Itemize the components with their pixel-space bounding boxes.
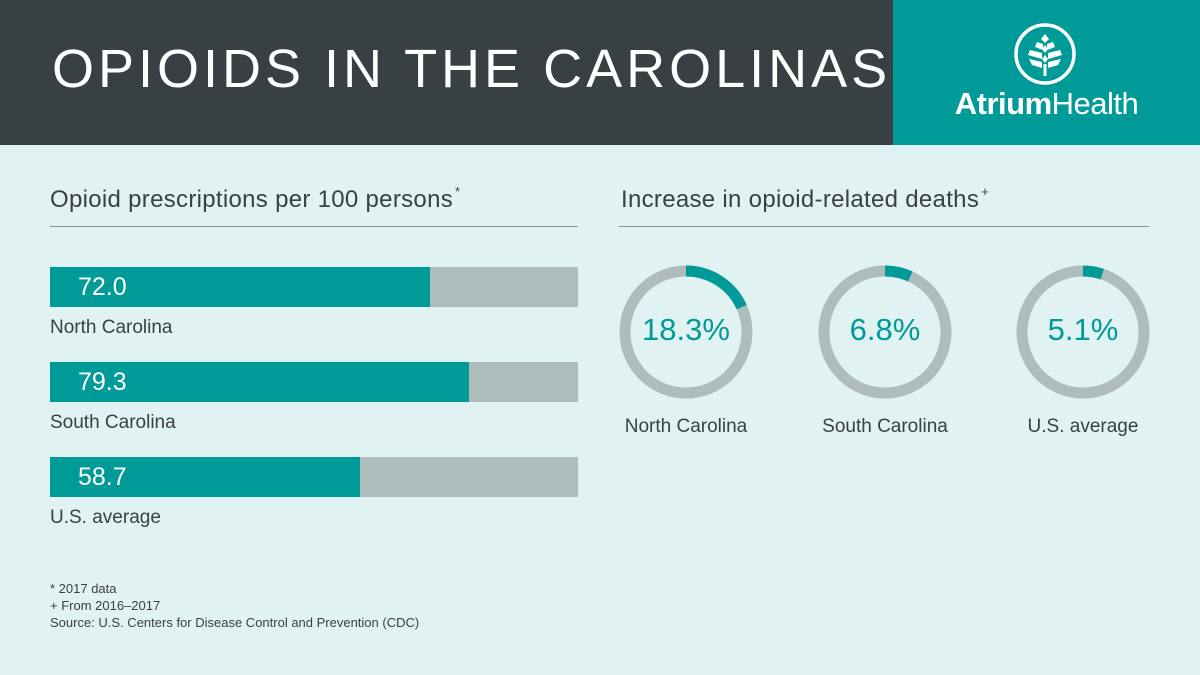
footnote-source: Source: U.S. Centers for Disease Control… (50, 615, 420, 630)
tree-leaf-icon (1014, 23, 1076, 85)
brand-name-bold: Atrium (954, 86, 1052, 121)
title-band: OPIOIDS IN THE CAROLINAS (0, 0, 893, 145)
donut-value-label: 5.1% (1047, 312, 1119, 347)
footnotes: * 2017 data + From 2016–2017 Source: U.S… (50, 580, 419, 631)
bar: 58.7 (50, 457, 360, 497)
bar-category-label: U.S. average (50, 507, 161, 528)
prescriptions-title-text: Opioid prescriptions per 100 persons (50, 186, 454, 213)
deaths-title: Increase in opioid-related deaths + (621, 184, 990, 214)
bar: 79.3 (50, 362, 469, 402)
bar-track: 79.3 (50, 362, 578, 402)
bar-value-label: 72.0 (78, 273, 127, 301)
bar-value-label: 58.7 (78, 463, 127, 491)
header: OPIOIDS IN THE CAROLINAS AtriumHealth (0, 0, 1200, 145)
footnote-period: + From 2016–2017 (50, 598, 161, 613)
bar-value-label: 79.3 (78, 368, 127, 396)
bar: 72.0 (50, 267, 430, 307)
donut-category-label: North Carolina (624, 416, 748, 437)
donut-value-label: 18.3% (642, 312, 730, 347)
donut-category-label: U.S. average (1027, 416, 1139, 437)
donut-svg (619, 265, 753, 399)
donut-value-label: 6.8% (849, 312, 921, 347)
bar-track: 58.7 (50, 457, 578, 497)
donut-category-label: South Carolina (822, 416, 948, 437)
donut-svg (818, 265, 952, 399)
prescriptions-divider (50, 226, 578, 227)
donut-slice (619, 265, 753, 399)
footnote-data-year: * 2017 data (50, 581, 117, 596)
donut-svg (1016, 265, 1150, 399)
deaths-divider (619, 226, 1149, 227)
brand-name: AtriumHealth (893, 86, 1200, 122)
donut-slice (818, 265, 952, 399)
bar-category-label: North Carolina (50, 317, 173, 338)
donut-slice (1016, 265, 1150, 399)
brand-name-regular: Health (1051, 86, 1139, 121)
donut-chart: 5.1% (1015, 264, 1151, 400)
donut-chart: 18.3% (618, 264, 754, 400)
deaths-title-text: Increase in opioid-related deaths (621, 186, 980, 213)
brand-logo: AtriumHealth (893, 0, 1200, 145)
bar-category-label: South Carolina (50, 412, 176, 433)
bar-track: 72.0 (50, 267, 578, 307)
page-title: OPIOIDS IN THE CAROLINAS (52, 39, 892, 99)
deaths-title-mark: + (981, 184, 990, 199)
donut-chart: 6.8% (817, 264, 953, 400)
prescriptions-title: Opioid prescriptions per 100 persons * (50, 184, 461, 214)
prescriptions-title-mark: * (455, 184, 461, 199)
